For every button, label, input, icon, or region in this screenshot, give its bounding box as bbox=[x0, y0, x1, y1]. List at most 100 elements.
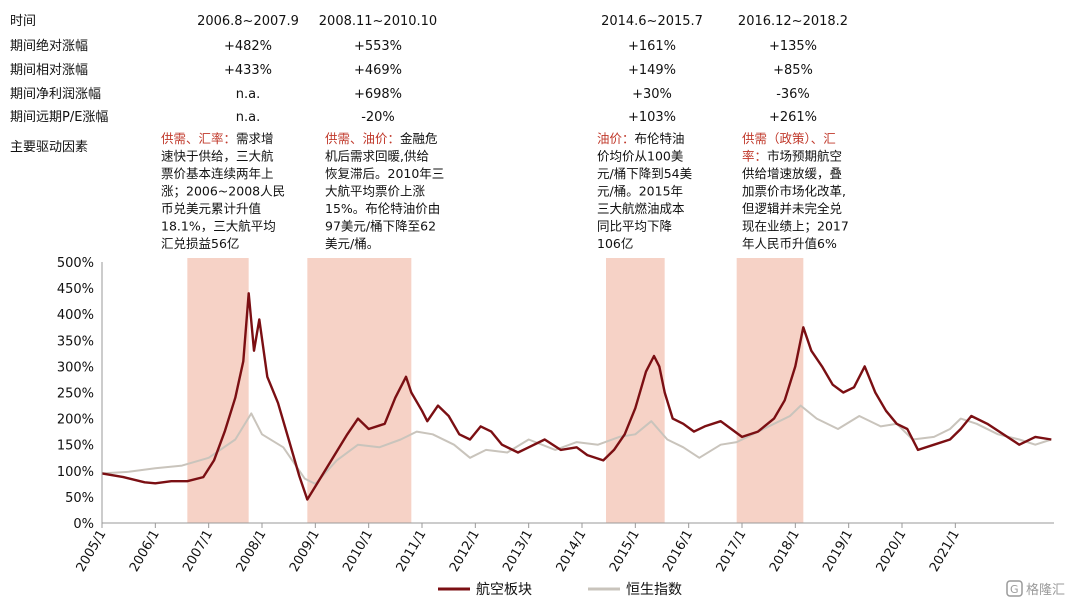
period-table: 时间 期间绝对涨幅 期间相对涨幅 期间净利润涨幅 期间远期P/E涨幅 主要驱动因… bbox=[10, 14, 849, 251]
driver-line: 价均价从100美 bbox=[597, 149, 683, 164]
x-tick-label: 2020/1 bbox=[874, 528, 910, 575]
period-column: 2008.11~2010.10 +553% +469% +698% -20% 供需、油价：… bbox=[319, 14, 445, 251]
driver-line: 速快于供给，三大航 bbox=[161, 149, 274, 164]
x-tick-label: 2019/1 bbox=[820, 528, 856, 575]
period-rel-value: +469% bbox=[354, 63, 402, 78]
shaded-period bbox=[606, 258, 665, 523]
driver-text: 年人民币升值6% bbox=[742, 236, 837, 251]
logo-g-icon bbox=[1006, 580, 1023, 597]
driver-line: 供给增速放缓，叠 bbox=[742, 166, 842, 181]
driver-text: 市场预期航空 bbox=[767, 149, 842, 164]
row-label-pe-gain: 期间远期P/E涨幅 bbox=[10, 110, 108, 125]
period-pe-value: -20% bbox=[361, 110, 395, 125]
legend-label-airline: 航空板块 bbox=[476, 582, 532, 598]
y-tick-label: 0% bbox=[73, 517, 94, 532]
driver-text: 速快于供给，三大航 bbox=[161, 149, 274, 164]
driver-line: 油价：布伦特油 bbox=[597, 131, 685, 146]
x-tick-label: 2016/1 bbox=[660, 528, 696, 575]
x-tick-label: 2013/1 bbox=[500, 528, 536, 575]
shaded-period bbox=[307, 258, 412, 523]
row-label-rel-gain: 期间相对涨幅 bbox=[10, 63, 88, 78]
x-tick-label: 2012/1 bbox=[447, 528, 483, 575]
y-tick-label: 150% bbox=[57, 439, 94, 454]
driver-text: 涨；2006~2008人民 bbox=[161, 184, 285, 199]
driver-line: 机后需求回暖,供给 bbox=[325, 149, 429, 164]
driver-keyword: 供需（政策）、汇 bbox=[742, 131, 836, 146]
y-tick-label: 350% bbox=[57, 334, 94, 349]
driver-text: 元/桶下降到54美 bbox=[597, 166, 692, 181]
driver-text: 元/桶。2015年 bbox=[597, 184, 683, 199]
period-abs-value: +482% bbox=[224, 39, 272, 54]
row-label-driver: 主要驱动因素 bbox=[10, 140, 88, 155]
period-pe-value: +103% bbox=[628, 110, 676, 125]
y-tick-label: 400% bbox=[57, 308, 94, 323]
driver-text: 同比平均下降 bbox=[597, 219, 673, 234]
x-tick-label: 2021/1 bbox=[927, 528, 963, 575]
driver-line: 15%。布伦特油价由 bbox=[325, 201, 440, 216]
period-time-value: 2014.6~2015.7 bbox=[601, 14, 703, 29]
x-tick-label: 2006/1 bbox=[127, 528, 163, 575]
x-tick-label: 2008/1 bbox=[234, 528, 270, 575]
y-tick-label: 250% bbox=[57, 387, 94, 402]
driver-text: 金融危 bbox=[400, 131, 438, 146]
driver-line: 供需、油价：金融危 bbox=[325, 131, 438, 146]
driver-text: 价均价从100美 bbox=[597, 149, 683, 164]
x-tick-label: 2007/1 bbox=[180, 528, 216, 575]
driver-text: 18.1%，三大航平均 bbox=[161, 219, 276, 234]
driver-text: 大航平均票价上涨 bbox=[325, 184, 426, 199]
logo-g-glyph: G bbox=[1010, 583, 1019, 596]
driver-line: 率：市场预期航空 bbox=[742, 149, 842, 164]
driver-text: 加票价市场化改革, bbox=[742, 184, 846, 199]
x-tick-label: 2015/1 bbox=[607, 528, 643, 575]
period-column: 2014.6~2015.7 +161% +149% +30% +103% 油价：布伦特油价… bbox=[597, 14, 703, 251]
x-tick-label: 2010/1 bbox=[340, 528, 376, 575]
period-pe-value: n.a. bbox=[236, 110, 260, 125]
driver-line: 106亿 bbox=[597, 236, 633, 251]
period-profit-value: +30% bbox=[632, 87, 672, 102]
driver-text: 布伦特油 bbox=[635, 131, 685, 146]
driver-line: 18.1%，三大航平均 bbox=[161, 219, 276, 234]
series-line-hsi bbox=[101, 404, 1052, 485]
legend-label-hsi: 恒生指数 bbox=[626, 582, 682, 598]
driver-keyword: 供需、汇率： bbox=[161, 131, 236, 146]
period-profit-value: n.a. bbox=[236, 87, 260, 102]
driver-text: 需求增 bbox=[236, 131, 274, 146]
driver-line: 三大航燃油成本 bbox=[597, 201, 685, 216]
driver-line: 恢复滞后。2010年三 bbox=[325, 166, 444, 181]
plot-area: 0% 50% 100% 150% 200% 250% 300% 350% 400% 450% 500… bbox=[57, 256, 1054, 575]
driver-line: 票价基本连续两年上 bbox=[161, 166, 274, 181]
driver-line: 供需（政策）、汇 bbox=[742, 131, 836, 146]
period-abs-value: +553% bbox=[354, 39, 402, 54]
period-pe-value: +261% bbox=[769, 110, 817, 125]
driver-line: 但逻辑并未完全兑 bbox=[742, 201, 842, 216]
driver-text: 供给增速放缓，叠 bbox=[742, 166, 842, 181]
period-time-value: 2006.8~2007.9 bbox=[197, 14, 299, 29]
driver-text: 106亿 bbox=[597, 236, 633, 251]
period-profit-value: -36% bbox=[776, 87, 810, 102]
driver-text: 现在业绩上；2017 bbox=[742, 219, 849, 234]
driver-line: 年人民币升值6% bbox=[742, 236, 837, 251]
driver-line: 加票价市场化改革, bbox=[742, 184, 846, 199]
period-time-value: 2016.12~2018.2 bbox=[738, 14, 848, 29]
watermark: G 格隆汇 bbox=[1006, 580, 1065, 598]
driver-line: 汇兑损益56亿 bbox=[161, 236, 239, 251]
driver-line: 元/桶。2015年 bbox=[597, 184, 683, 199]
legend: 航空板块 恒生指数 bbox=[438, 582, 682, 598]
driver-keyword: 率： bbox=[742, 149, 767, 164]
x-tick-label: 2005/1 bbox=[74, 528, 110, 575]
driver-line: 大航平均票价上涨 bbox=[325, 184, 426, 199]
driver-line: 97美元/桶下降至62 bbox=[325, 219, 436, 234]
row-label-abs-gain: 期间绝对涨幅 bbox=[10, 38, 88, 54]
x-tick-label: 2017/1 bbox=[714, 528, 750, 575]
driver-text: 票价基本连续两年上 bbox=[161, 166, 274, 181]
period-profit-value: +698% bbox=[354, 87, 402, 102]
x-tick-label: 2018/1 bbox=[767, 528, 803, 575]
driver-text: 币兑美元累计升值 bbox=[161, 201, 261, 216]
period-rel-value: +149% bbox=[628, 63, 676, 78]
period-rel-value: +85% bbox=[773, 63, 813, 78]
driver-line: 供需、汇率：需求增 bbox=[161, 131, 274, 146]
driver-text: 15%。布伦特油价由 bbox=[325, 201, 440, 216]
period-abs-value: +135% bbox=[769, 39, 817, 54]
y-tick-label: 100% bbox=[57, 465, 94, 480]
